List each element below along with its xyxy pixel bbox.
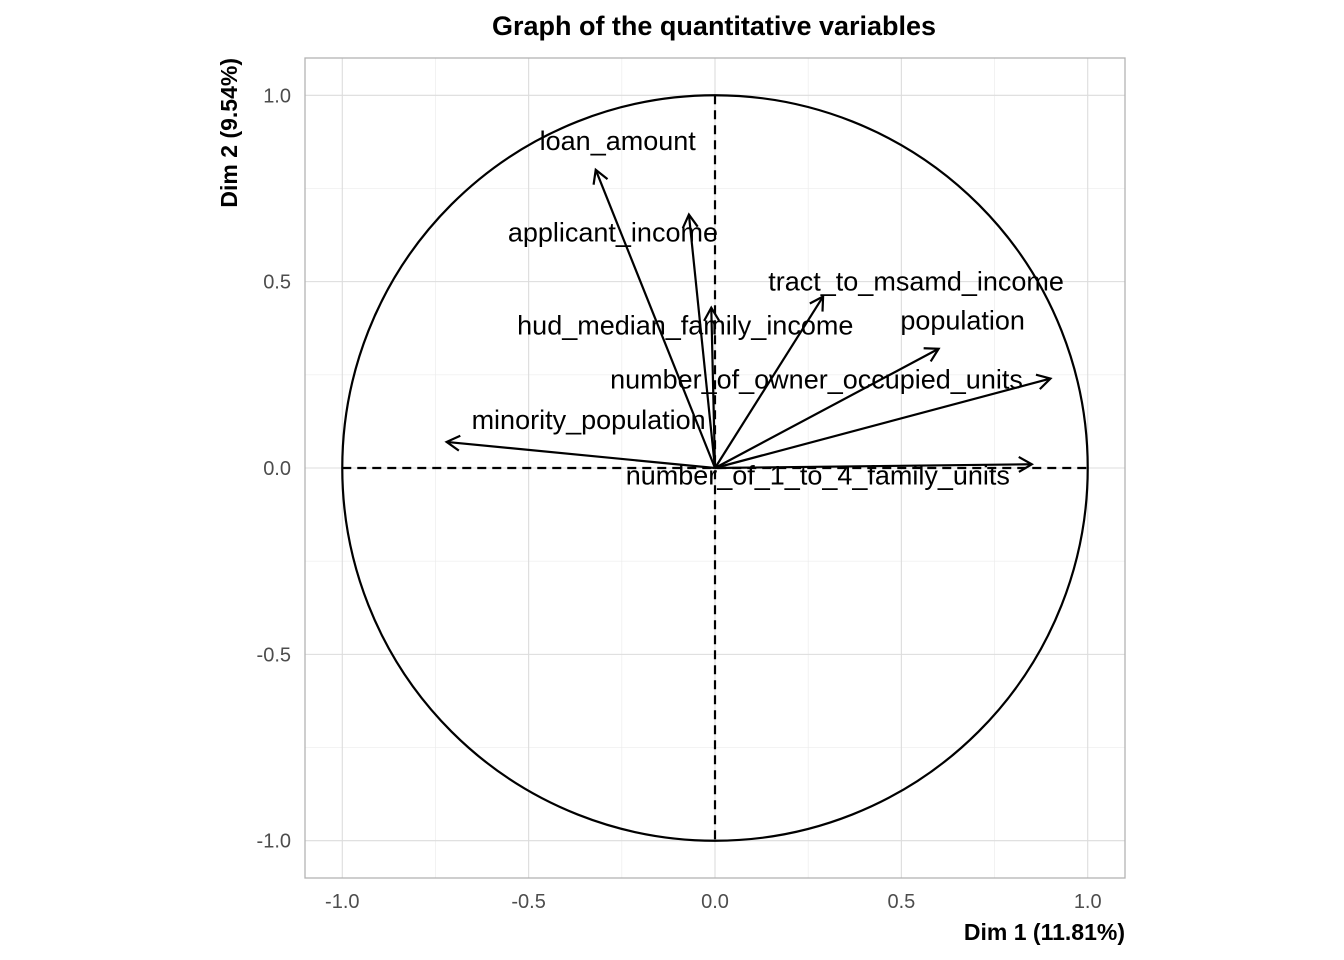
arrowhead-applicant_income — [681, 212, 699, 229]
variable-arrows — [444, 167, 1053, 473]
axis-lines — [341, 94, 1089, 842]
tick-labels: -1.0 -0.5 0.0 0.5 1.0 -1.0 -0.5 0.0 0.5 1.0 — [257, 85, 1102, 913]
x-tick-label: 1.0 — [1074, 891, 1102, 913]
x-tick-label: 0.0 — [701, 891, 729, 913]
arrowhead-hud_median_family_income — [703, 305, 721, 322]
label-hud_median_family_income: hud_median_family_income — [517, 311, 853, 341]
variable-labels: loan_amount applicant_income tract_to_msam… — [472, 126, 1064, 490]
arrow-applicant_income — [687, 214, 717, 469]
arrow-population — [714, 347, 940, 469]
arrowhead-minority_population — [444, 434, 461, 452]
arrowhead-number_of_1_to_4_family_units — [1018, 455, 1035, 473]
arrow-hud_median_family_income — [710, 307, 717, 469]
arrowhead-population — [923, 347, 941, 363]
label-tract_to_msamd_income: tract_to_msamd_income — [768, 267, 1064, 297]
label-loan_amount: loan_amount — [540, 126, 697, 156]
label-minority_population: minority_population — [472, 405, 706, 435]
y-tick-label: 1.0 — [263, 85, 291, 107]
chart-title: Graph of the quantitative variables — [492, 11, 936, 41]
x-tick-label: 0.5 — [887, 891, 915, 913]
arrow-number_of_1_to_4_family_units — [714, 463, 1032, 470]
y-tick-label: 0.5 — [263, 272, 291, 294]
correlation-circle — [341, 94, 1089, 842]
arrow-tract_to_msamd_income — [714, 295, 825, 469]
y-axis-title: Dim 2 (9.54%) — [216, 58, 242, 208]
label-applicant_income: applicant_income — [508, 218, 718, 248]
x-axis-title: Dim 1 (11.81%) — [964, 919, 1125, 945]
label-number_of_owner_occupied_units: number_of_owner_occupied_units — [610, 365, 1023, 395]
panel-border — [304, 57, 1126, 879]
arrow-number_of_owner_occupied_units — [714, 377, 1051, 470]
arrowhead-tract_to_msamd_income — [809, 294, 825, 312]
y-tick-label: -1.0 — [257, 831, 291, 853]
label-number_of_1_to_4_family_units: number_of_1_to_4_family_units — [626, 460, 1010, 490]
arrow-minority_population — [446, 440, 716, 470]
x-tick-label: -0.5 — [511, 891, 545, 913]
arrowhead-loan_amount — [592, 167, 609, 185]
arrowhead-number_of_owner_occupied_units — [1035, 373, 1053, 390]
y-tick-label: 0.0 — [263, 458, 291, 480]
label-population: population — [900, 306, 1025, 336]
arrow-loan_amount — [594, 169, 717, 469]
y-tick-label: -0.5 — [257, 644, 291, 666]
x-tick-label: -1.0 — [325, 891, 359, 913]
